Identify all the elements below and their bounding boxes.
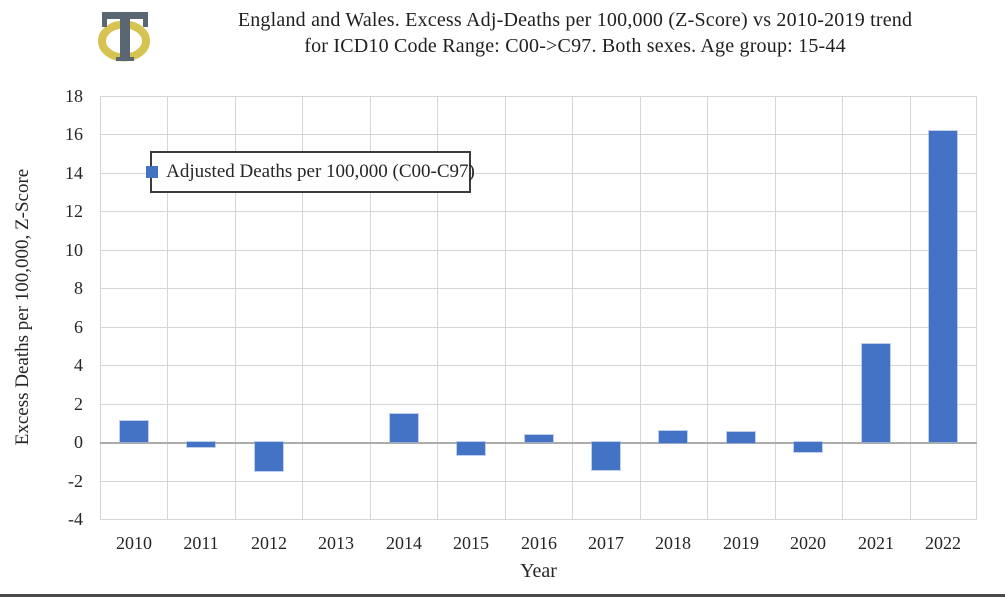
x-tick-label: 2021	[858, 533, 894, 553]
vertical-gridline	[640, 96, 641, 519]
y-tick-label: 4	[74, 355, 83, 375]
horizontal-gridline	[100, 365, 977, 366]
x-tick-label: 2016	[521, 533, 557, 553]
vertical-gridline	[910, 96, 911, 519]
horizontal-gridline	[100, 327, 977, 328]
x-tick-label: 2018	[655, 533, 691, 553]
x-tick-label: 2012	[251, 533, 287, 553]
horizontal-gridline	[100, 96, 977, 97]
bar-2011	[187, 442, 215, 447]
y-tick-label: 0	[74, 432, 83, 452]
x-tick-label: 2017	[588, 533, 624, 553]
bar-2015	[457, 442, 485, 455]
horizontal-gridline	[100, 173, 977, 174]
bar-2010	[120, 421, 148, 442]
bar-2019	[727, 432, 755, 443]
x-tick-label: 2022	[925, 533, 961, 553]
x-tick-label: 2019	[723, 533, 759, 553]
y-tick-label: 16	[65, 124, 83, 144]
vertical-gridline	[167, 96, 168, 519]
legend-label: Adjusted Deaths per 100,000 (C00-C97)	[166, 161, 475, 182]
vertical-gridline	[976, 96, 977, 519]
vertical-gridline	[775, 96, 776, 519]
horizontal-gridline	[100, 250, 977, 251]
y-tick-label: 6	[74, 317, 83, 337]
y-tick-label: 2	[74, 394, 83, 414]
vertical-gridline	[572, 96, 573, 519]
vertical-gridline	[707, 96, 708, 519]
horizontal-gridline	[100, 404, 977, 405]
vertical-gridline	[302, 96, 303, 519]
bottom-edge-bar	[0, 594, 1005, 597]
y-tick-label: 14	[65, 163, 83, 183]
horizontal-gridline	[100, 134, 977, 135]
x-tick-label: 2015	[453, 533, 489, 553]
x-tick-label: 2020	[790, 533, 826, 553]
x-tick-label: 2010	[116, 533, 152, 553]
bar-2021	[862, 344, 890, 442]
vertical-gridline	[842, 96, 843, 519]
y-tick-label: 10	[65, 240, 83, 260]
y-tick-label: -4	[68, 509, 83, 529]
y-tick-label: 18	[65, 86, 83, 106]
chart-title: England and Wales. Excess Adj-Deaths per…	[237, 9, 913, 57]
x-tick-label: 2011	[183, 533, 219, 553]
x-axis-title: Year	[520, 560, 557, 582]
bar-2018	[659, 431, 687, 443]
bar-2016	[525, 435, 553, 442]
zero-axis-line	[100, 442, 977, 444]
horizontal-gridline	[100, 211, 977, 212]
phi-logo-icon	[98, 12, 150, 62]
vertical-gridline	[100, 96, 101, 519]
bar-2014	[390, 414, 418, 442]
x-tick-label: 2014	[386, 533, 422, 553]
vertical-gridline	[437, 96, 438, 519]
legend-marker-icon	[146, 166, 159, 178]
bar-2022	[929, 131, 957, 442]
x-tick-label: 2013	[318, 533, 354, 553]
y-tick-label: 8	[74, 278, 83, 298]
vertical-gridline	[505, 96, 506, 519]
legend-box: Adjusted Deaths per 100,000 (C00-C97)	[146, 151, 475, 193]
bar-2020	[794, 442, 822, 452]
horizontal-gridline	[100, 519, 977, 520]
vertical-gridline	[235, 96, 236, 519]
bar-2017	[592, 442, 620, 470]
bar-2012	[255, 442, 283, 471]
y-tick-label: 12	[65, 201, 83, 221]
horizontal-gridline	[100, 481, 977, 482]
vertical-gridline	[370, 96, 371, 519]
horizontal-gridline	[100, 288, 977, 289]
y-tick-label: -2	[68, 471, 83, 491]
